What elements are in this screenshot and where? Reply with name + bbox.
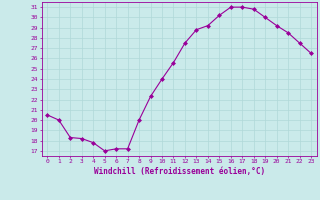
X-axis label: Windchill (Refroidissement éolien,°C): Windchill (Refroidissement éolien,°C) — [94, 167, 265, 176]
